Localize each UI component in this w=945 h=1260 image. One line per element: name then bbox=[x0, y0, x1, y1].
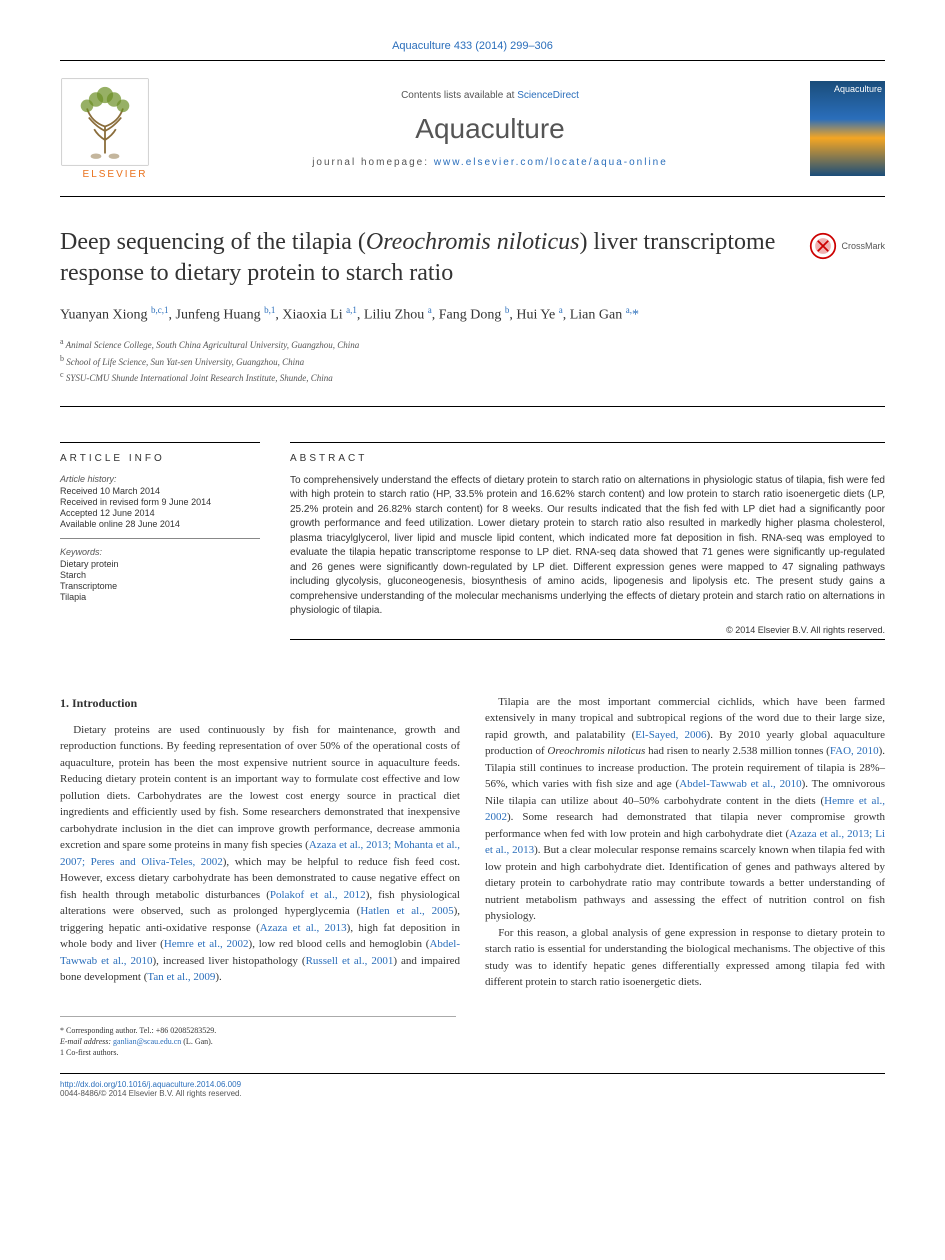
crossmark-icon bbox=[809, 232, 837, 260]
keyword-item: Tilapia bbox=[60, 592, 260, 602]
contents-prefix: Contents lists available at bbox=[401, 90, 517, 101]
article-info-heading: ARTICLE INFO bbox=[60, 442, 260, 464]
keyword-item: Starch bbox=[60, 570, 260, 580]
p2-text: ). But a clear molecular response remain… bbox=[485, 844, 885, 922]
article-header: CrossMark Deep sequencing of the tilapia… bbox=[60, 227, 885, 386]
title-part1: Deep sequencing of the tilapia ( bbox=[60, 229, 366, 255]
history-label: Article history: bbox=[60, 474, 260, 484]
history-item: Accepted 12 June 2014 bbox=[60, 508, 260, 518]
article-rule bbox=[60, 406, 885, 407]
p1-text: ), low red blood cells and hemoglobin ( bbox=[249, 938, 430, 950]
keywords-section: Keywords: Dietary proteinStarchTranscrip… bbox=[60, 547, 260, 602]
abstract-heading: ABSTRACT bbox=[290, 442, 885, 464]
journal-cover-thumbnail: Aquaculture bbox=[810, 81, 885, 176]
homepage-link[interactable]: www.elsevier.com/locate/aqua-online bbox=[434, 157, 668, 168]
title-species: Oreochromis niloticus bbox=[366, 229, 580, 255]
email-link[interactable]: ganlian@scau.edu.cn bbox=[113, 1037, 181, 1046]
intro-paragraph-1: Dietary proteins are used continuously b… bbox=[60, 722, 460, 986]
email-suffix: (L. Gan). bbox=[181, 1037, 213, 1046]
abstract-text: To comprehensively understand the effect… bbox=[290, 474, 885, 619]
journal-title: Aquaculture bbox=[170, 113, 810, 145]
intro-paragraph-3: For this reason, a global analysis of ge… bbox=[485, 925, 885, 991]
citation-link[interactable]: Tan et al., 2009 bbox=[147, 971, 215, 983]
history-items: Received 10 March 2014Received in revise… bbox=[60, 486, 260, 529]
header-bottom-rule bbox=[60, 196, 885, 197]
elsevier-logo-block: ELSEVIER bbox=[60, 77, 170, 180]
citation-link[interactable]: Hatlen et al., 2005 bbox=[360, 905, 453, 917]
page-container: Aquaculture 433 (2014) 299–306 ELSEVIER bbox=[0, 0, 945, 1138]
page-footer: http://dx.doi.org/10.1016/j.aquaculture.… bbox=[60, 1073, 885, 1098]
p1-text: ), increased liver histopathology ( bbox=[152, 955, 305, 967]
citation-link[interactable]: El-Sayed, 2006 bbox=[635, 729, 706, 741]
elsevier-tree-icon bbox=[60, 77, 150, 167]
homepage-prefix: journal homepage: bbox=[312, 157, 434, 168]
citation-link[interactable]: Russell et al., 2001 bbox=[306, 955, 394, 967]
history-item: Received in revised form 9 June 2014 bbox=[60, 497, 260, 507]
abstract-bottom-rule bbox=[290, 639, 885, 640]
keywords-label: Keywords: bbox=[60, 547, 260, 557]
citation-link[interactable]: Azaza et al., 2013 bbox=[260, 922, 347, 934]
history-item: Available online 28 June 2014 bbox=[60, 519, 260, 529]
info-abstract-row: ARTICLE INFO Article history: Received 1… bbox=[60, 427, 885, 644]
affiliation-item: c SYSU-CMU Shunde International Joint Re… bbox=[60, 369, 885, 386]
doi-link[interactable]: http://dx.doi.org/10.1016/j.aquaculture.… bbox=[60, 1080, 241, 1089]
sciencedirect-link[interactable]: ScienceDirect bbox=[517, 90, 579, 101]
issn-copyright: 0044-8486/© 2014 Elsevier B.V. All right… bbox=[60, 1089, 885, 1098]
affiliation-item: a Animal Science College, South China Ag… bbox=[60, 336, 885, 353]
citation-link[interactable]: Hemre et al., 2002 bbox=[164, 938, 249, 950]
email-line: E-mail address: ganlian@scau.edu.cn (L. … bbox=[60, 1036, 456, 1047]
article-history: Article history: Received 10 March 2014R… bbox=[60, 474, 260, 539]
email-label: E-mail address: bbox=[60, 1037, 113, 1046]
p2-text: had risen to nearly 2.538 million tonnes… bbox=[645, 745, 830, 757]
intro-heading: 1. Introduction bbox=[60, 694, 460, 712]
keyword-item: Transcriptome bbox=[60, 581, 260, 591]
p1-text: ). bbox=[215, 971, 221, 983]
intro-paragraph-2: Tilapia are the most important commercia… bbox=[485, 694, 885, 925]
author-list: Yuanyan Xiong b,c,1, Junfeng Huang b,1, … bbox=[60, 305, 885, 324]
cover-title: Aquaculture bbox=[834, 84, 882, 94]
citation-link[interactable]: Polakof et al., 2012 bbox=[270, 889, 366, 901]
keyword-item: Dietary protein bbox=[60, 559, 260, 569]
crossmark-badge[interactable]: CrossMark bbox=[809, 232, 885, 260]
cofirst-note: 1 Co-first authors. bbox=[60, 1047, 456, 1058]
journal-center-block: Contents lists available at ScienceDirec… bbox=[170, 90, 810, 168]
introduction-section: 1. Introduction Dietary proteins are use… bbox=[60, 694, 885, 991]
crossmark-label: CrossMark bbox=[841, 241, 885, 251]
history-item: Received 10 March 2014 bbox=[60, 486, 260, 496]
abstract-column: ABSTRACT To comprehensively understand t… bbox=[290, 442, 885, 644]
affiliation-item: b School of Life Science, Sun Yat-sen Un… bbox=[60, 353, 885, 370]
elsevier-label: ELSEVIER bbox=[60, 169, 170, 180]
abstract-copyright: © 2014 Elsevier B.V. All rights reserved… bbox=[290, 625, 885, 635]
citation-link[interactable]: Abdel-Tawwab et al., 2010 bbox=[679, 778, 801, 790]
journal-homepage-line: journal homepage: www.elsevier.com/locat… bbox=[170, 157, 810, 168]
top-rule bbox=[60, 60, 885, 61]
journal-reference: Aquaculture 433 (2014) 299–306 bbox=[60, 40, 885, 52]
article-info-column: ARTICLE INFO Article history: Received 1… bbox=[60, 442, 260, 644]
p1-text: Dietary proteins are used continuously b… bbox=[60, 724, 460, 852]
corresponding-author: * Corresponding author. Tel.: +86 020852… bbox=[60, 1025, 456, 1036]
citation-link[interactable]: FAO, 2010 bbox=[830, 745, 879, 757]
p2-species: Oreochromis niloticus bbox=[547, 745, 645, 757]
keywords-items: Dietary proteinStarchTranscriptomeTilapi… bbox=[60, 559, 260, 602]
intro-columns: 1. Introduction Dietary proteins are use… bbox=[60, 694, 885, 991]
contents-lists-line: Contents lists available at ScienceDirec… bbox=[170, 90, 810, 101]
affiliations: a Animal Science College, South China Ag… bbox=[60, 336, 885, 386]
journal-header: ELSEVIER Contents lists available at Sci… bbox=[60, 65, 885, 192]
article-title: Deep sequencing of the tilapia (Oreochro… bbox=[60, 227, 885, 289]
footnotes: * Corresponding author. Tel.: +86 020852… bbox=[60, 1016, 456, 1059]
